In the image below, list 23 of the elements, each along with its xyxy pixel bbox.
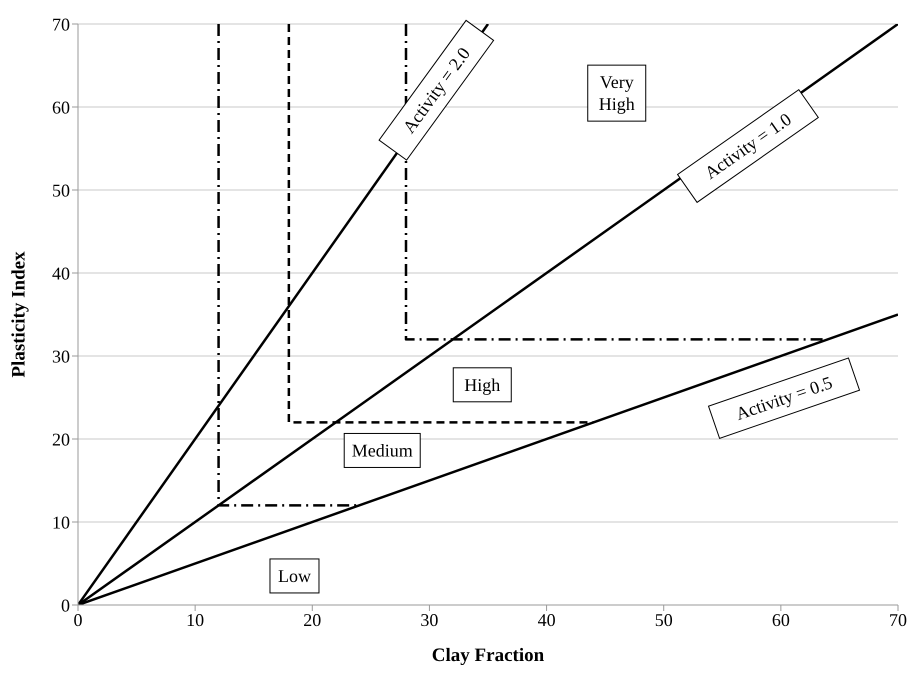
y-tick-label: 50 (52, 180, 70, 200)
x-tick-label: 10 (186, 610, 204, 630)
x-tick-label: 50 (654, 610, 673, 630)
annotation: Low (278, 566, 311, 586)
x-tick-label: 20 (303, 610, 322, 630)
y-tick-label: 10 (52, 512, 70, 532)
annotation: Medium (352, 440, 413, 460)
x-tick-label: 40 (538, 610, 556, 630)
annotation: High (464, 374, 500, 395)
y-tick-label: 0 (61, 595, 70, 616)
x-tick-label: 30 (420, 610, 438, 630)
annotation: Activity = 0.5 (733, 372, 835, 424)
y-tick-label: 60 (52, 97, 70, 118)
y-tick-label: 70 (52, 14, 70, 34)
x-tick-label: 70 (889, 610, 907, 630)
annotation: Very High (598, 72, 635, 114)
y-tick-label: 40 (52, 263, 70, 284)
x-tick-label: 0 (74, 610, 82, 630)
y-axis-title: Plasticity Index (8, 250, 30, 378)
y-tick-label: 20 (52, 429, 70, 450)
x-tick-label: 60 (772, 610, 790, 630)
x-axis-title: Clay Fraction (432, 645, 545, 666)
y-tick-label: 30 (52, 346, 70, 366)
